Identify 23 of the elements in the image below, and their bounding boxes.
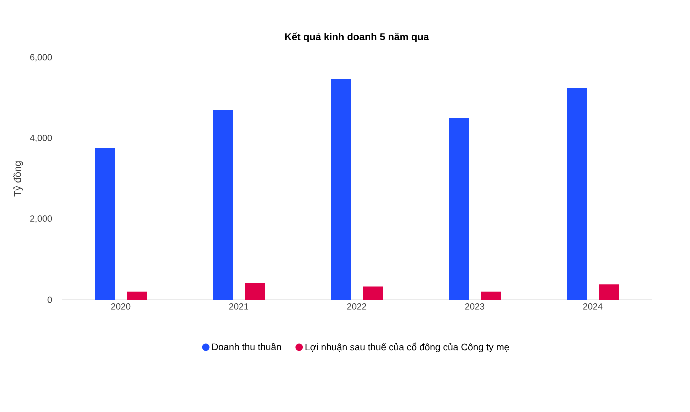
- y-tick-label: 6,000: [30, 54, 52, 62]
- x-tick-label: 2024: [583, 304, 603, 310]
- chart-title: Kết quả kinh doanh 5 năm qua: [285, 32, 430, 43]
- y-axis-title: Tỷ đồng: [13, 162, 24, 197]
- bar: [127, 292, 147, 300]
- bar: [95, 148, 115, 300]
- bar: [599, 284, 620, 300]
- x-tick-label: 2023: [465, 304, 485, 310]
- x-tick-label: 2021: [229, 304, 249, 310]
- y-tick-label: 4,000: [30, 134, 52, 142]
- x-tick-label: 2022: [347, 304, 367, 310]
- bar: [331, 78, 351, 300]
- bar: [245, 283, 265, 300]
- bar: [481, 292, 502, 300]
- bar: [567, 88, 588, 300]
- x-tick-label: 2020: [111, 304, 131, 310]
- y-tick-label: 2,000: [30, 216, 52, 224]
- y-tick-label: 0: [48, 296, 52, 304]
- bar: [449, 118, 470, 300]
- bar: [363, 286, 384, 300]
- legend-label: Lợi nhuận sau thuế của cổ đông của Công ty mẹ: [306, 342, 510, 353]
- legend-label: Doanh thu thuần: [212, 343, 282, 350]
- bar: [213, 110, 233, 300]
